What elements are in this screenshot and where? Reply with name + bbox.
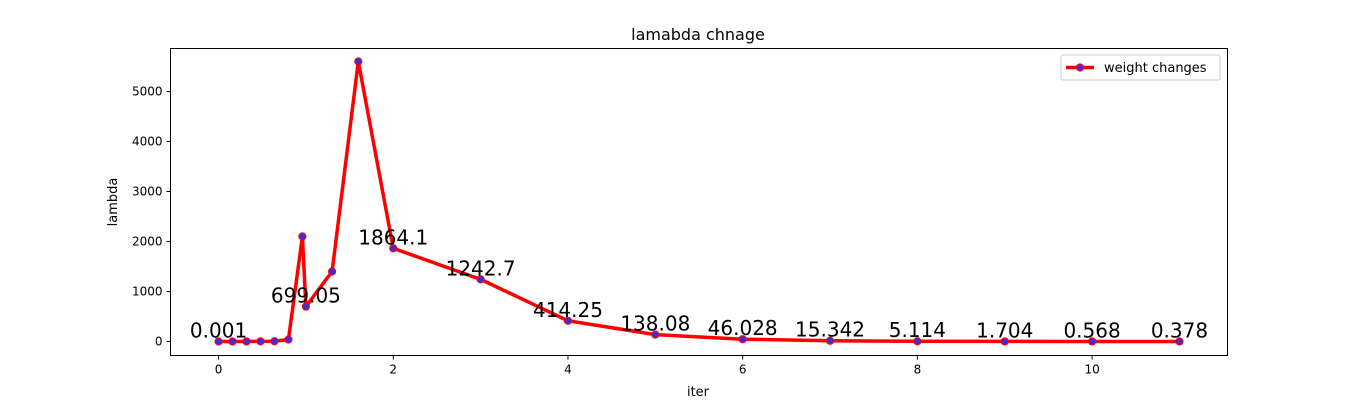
x-tick-label: 6 <box>739 363 747 377</box>
data-point <box>1087 337 1097 346</box>
data-label: 1242.7 <box>446 256 516 280</box>
x-tick-label: 10 <box>1084 363 1099 377</box>
data-point <box>354 57 363 66</box>
x-axis: 0 2 4 6 8 10 <box>215 355 1100 377</box>
data-label: 15.342 <box>795 318 865 342</box>
data-point <box>563 316 573 325</box>
y-tick-label: 0 <box>155 335 163 349</box>
series-layer <box>214 57 1184 346</box>
chart-title: lamabda chnage <box>631 25 765 44</box>
data-point <box>298 232 307 241</box>
plot-area <box>170 48 1228 356</box>
y-axis: 0 1000 2000 3000 4000 5000 <box>132 85 171 349</box>
data-point <box>1000 337 1009 346</box>
y-tick-label: 4000 <box>132 135 163 149</box>
x-axis-label: iter <box>687 385 710 400</box>
legend-box <box>1060 54 1221 81</box>
data-label: 0.568 <box>1063 318 1120 342</box>
legend-label: weight changes <box>1104 61 1207 76</box>
data-point <box>389 244 398 253</box>
data-label: 0.378 <box>1151 318 1208 342</box>
x-tick-label: 8 <box>914 363 922 377</box>
data-point <box>913 337 922 346</box>
data-point <box>242 337 251 346</box>
data-label: 138.08 <box>620 312 690 336</box>
y-tick-label: 2000 <box>132 235 163 249</box>
x-tick-label: 4 <box>564 363 572 377</box>
y-tick-label: 1000 <box>132 285 163 299</box>
x-tick-label: 0 <box>215 363 223 377</box>
data-labels: 0.001 699.05 1864.1 1242.7 414.25 138.08 46.02… <box>190 225 1208 342</box>
data-label: 699.05 <box>271 284 341 308</box>
data-point <box>738 335 747 344</box>
data-point <box>256 337 265 346</box>
data-point <box>476 275 485 284</box>
data-point <box>270 337 279 346</box>
y-tick-label: 3000 <box>132 185 163 199</box>
data-point <box>301 302 311 311</box>
data-label: 0.001 <box>190 318 247 342</box>
data-point <box>328 267 337 276</box>
data-point <box>1175 337 1184 346</box>
data-label: 1864.1 <box>358 225 428 249</box>
legend-marker-swatch <box>1075 63 1085 72</box>
data-point <box>651 330 660 339</box>
data-point <box>284 335 293 344</box>
data-label: 46.028 <box>708 316 778 340</box>
data-point <box>214 337 223 346</box>
data-point <box>825 336 835 345</box>
y-tick-label: 5000 <box>132 85 163 99</box>
data-label: 1.704 <box>976 318 1033 342</box>
data-point <box>228 337 237 346</box>
legend: weight changes <box>1060 54 1221 81</box>
data-label: 5.114 <box>889 318 946 342</box>
series-line <box>218 59 1180 344</box>
data-label: 414.25 <box>533 298 603 322</box>
x-tick-label: 2 <box>389 363 397 377</box>
y-axis-label: lambda <box>106 178 121 227</box>
